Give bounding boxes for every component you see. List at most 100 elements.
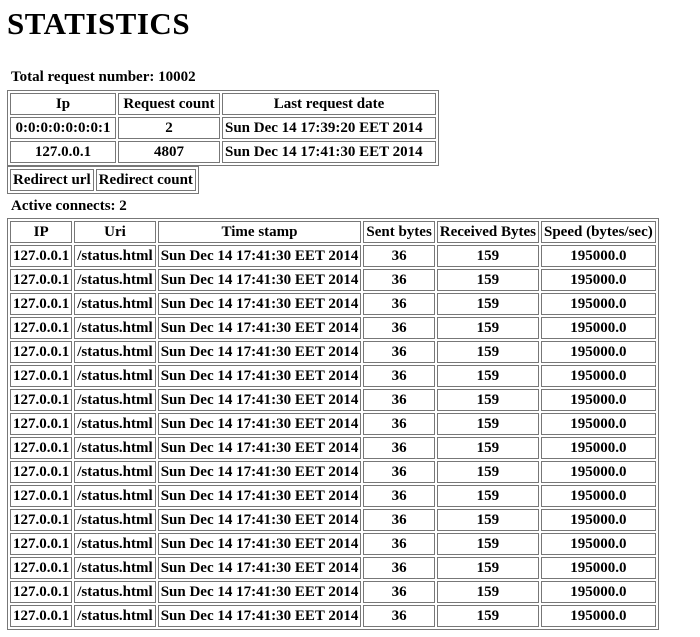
cell-received-bytes: 159 [436, 509, 539, 531]
cell-speed: 195000.0 [541, 557, 656, 579]
cell-ip: 127.0.0.1 [10, 581, 73, 603]
cell-sent-bytes: 36 [363, 389, 435, 411]
cell-ip: 127.0.0.1 [10, 557, 73, 579]
cell-speed: 195000.0 [541, 533, 656, 555]
col-header-time-stamp: Time stamp [157, 221, 362, 243]
table-row: 127.0.0.1/status.html Sun Dec 14 17:41:30… [10, 341, 656, 363]
cell-speed: 195000.0 [541, 293, 656, 315]
cell-sent-bytes: 36 [363, 533, 435, 555]
cell-ip: 127.0.0.1 [10, 269, 73, 291]
connections-table: IP Uri Time stamp Sent bytes Received By… [7, 218, 659, 630]
cell-uri: /status.html [74, 269, 156, 291]
cell-ip: 127.0.0.1 [10, 437, 73, 459]
cell-ip: 127.0.0.1 [10, 365, 73, 387]
cell-time-stamp: Sun Dec 14 17:41:30 EET 2014 [157, 557, 362, 579]
cell-received-bytes: 159 [436, 365, 539, 387]
cell-sent-bytes: 36 [363, 557, 435, 579]
cell-received-bytes: 159 [436, 557, 539, 579]
cell-received-bytes: 159 [436, 413, 539, 435]
table-row: 127.0.0.1/status.html Sun Dec 14 17:41:30… [10, 605, 656, 627]
cell-uri: /status.html [74, 245, 156, 267]
cell-sent-bytes: 36 [363, 581, 435, 603]
request-stats-table: Ip Request count Last request date 0:0:0… [7, 90, 439, 166]
cell-time-stamp: Sun Dec 14 17:41:30 EET 2014 [157, 365, 362, 387]
cell-ip: 127.0.0.1 [10, 533, 73, 555]
cell-ip: 127.0.0.1 [10, 461, 73, 483]
cell-received-bytes: 159 [436, 293, 539, 315]
table-row: 127.0.0.1/status.html Sun Dec 14 17:41:30… [10, 461, 656, 483]
cell-last-request-date: Sun Dec 14 17:39:20 EET 2014 [222, 117, 436, 139]
cell-uri: /status.html [74, 365, 156, 387]
cell-received-bytes: 159 [436, 317, 539, 339]
cell-sent-bytes: 36 [363, 509, 435, 531]
cell-sent-bytes: 36 [363, 461, 435, 483]
cell-time-stamp: Sun Dec 14 17:41:30 EET 2014 [157, 293, 362, 315]
table-row: 127.0.0.1/status.html Sun Dec 14 17:41:30… [10, 317, 656, 339]
cell-received-bytes: 159 [436, 581, 539, 603]
table-row: 127.0.0.1/status.html Sun Dec 14 17:41:30… [10, 245, 656, 267]
col-header-ip: IP [10, 221, 73, 243]
col-header-redirect-count: Redirect count [95, 169, 196, 191]
table-row: 127.0.0.1/status.html Sun Dec 14 17:41:30… [10, 533, 656, 555]
cell-uri: /status.html [74, 293, 156, 315]
cell-sent-bytes: 36 [363, 485, 435, 507]
cell-ip: 127.0.0.1 [10, 317, 73, 339]
table-row: 127.0.0.1/status.html Sun Dec 14 17:41:30… [10, 293, 656, 315]
redirect-stats-table: Redirect url Redirect count [7, 166, 199, 194]
cell-speed: 195000.0 [541, 245, 656, 267]
cell-received-bytes: 159 [436, 485, 539, 507]
cell-uri: /status.html [74, 485, 156, 507]
table-row: 127.0.0.1/status.html Sun Dec 14 17:41:30… [10, 389, 656, 411]
cell-speed: 195000.0 [541, 605, 656, 627]
cell-uri: /status.html [74, 413, 156, 435]
cell-time-stamp: Sun Dec 14 17:41:30 EET 2014 [157, 269, 362, 291]
cell-uri: /status.html [74, 533, 156, 555]
cell-ip: 127.0.0.1 [10, 293, 73, 315]
table-row: 127.0.0.1/status.html Sun Dec 14 17:41:30… [10, 269, 656, 291]
cell-speed: 195000.0 [541, 509, 656, 531]
cell-request-count: 4807 [118, 141, 220, 163]
cell-sent-bytes: 36 [363, 437, 435, 459]
cell-ip: 127.0.0.1 [10, 341, 73, 363]
cell-received-bytes: 159 [436, 437, 539, 459]
col-header-sent-bytes: Sent bytes [363, 221, 435, 243]
cell-uri: /status.html [74, 341, 156, 363]
table-row: 127.0.0.1/status.html Sun Dec 14 17:41:30… [10, 365, 656, 387]
cell-sent-bytes: 36 [363, 269, 435, 291]
cell-time-stamp: Sun Dec 14 17:41:30 EET 2014 [157, 341, 362, 363]
cell-speed: 195000.0 [541, 581, 656, 603]
col-header-speed: Speed (bytes/sec) [541, 221, 656, 243]
cell-speed: 195000.0 [541, 461, 656, 483]
cell-uri: /status.html [74, 389, 156, 411]
cell-ip: 127.0.0.1 [10, 413, 73, 435]
active-connects-label: Active connects: 2 [11, 198, 127, 214]
cell-time-stamp: Sun Dec 14 17:41:30 EET 2014 [157, 509, 362, 531]
cell-uri: /status.html [74, 509, 156, 531]
cell-time-stamp: Sun Dec 14 17:41:30 EET 2014 [157, 533, 362, 555]
cell-uri: /status.html [74, 557, 156, 579]
cell-sent-bytes: 36 [363, 365, 435, 387]
table-header-row: Ip Request count Last request date [10, 93, 436, 115]
cell-ip: 127.0.0.1 [10, 509, 73, 531]
cell-time-stamp: Sun Dec 14 17:41:30 EET 2014 [157, 245, 362, 267]
cell-speed: 195000.0 [541, 341, 656, 363]
cell-received-bytes: 159 [436, 533, 539, 555]
cell-received-bytes: 159 [436, 461, 539, 483]
cell-uri: /status.html [74, 605, 156, 627]
cell-sent-bytes: 36 [363, 245, 435, 267]
table-header-row: IP Uri Time stamp Sent bytes Received By… [10, 221, 656, 243]
cell-time-stamp: Sun Dec 14 17:41:30 EET 2014 [157, 317, 362, 339]
table-row: 127.0.0.1/status.html Sun Dec 14 17:41:30… [10, 485, 656, 507]
cell-received-bytes: 159 [436, 605, 539, 627]
cell-ip: 127.0.0.1 [10, 389, 73, 411]
cell-time-stamp: Sun Dec 14 17:41:30 EET 2014 [157, 437, 362, 459]
page-title: STATISTICS [7, 6, 191, 41]
cell-ip: 0:0:0:0:0:0:0:1 [10, 117, 116, 139]
table-row: 127.0.0.1 4807 Sun Dec 14 17:41:30 EET 201… [10, 141, 436, 163]
cell-speed: 195000.0 [541, 365, 656, 387]
table-row: 0:0:0:0:0:0:0:1 2 Sun Dec 14 17:39:20 EET … [10, 117, 436, 139]
cell-time-stamp: Sun Dec 14 17:41:30 EET 2014 [157, 485, 362, 507]
cell-sent-bytes: 36 [363, 413, 435, 435]
cell-sent-bytes: 36 [363, 293, 435, 315]
cell-time-stamp: Sun Dec 14 17:41:30 EET 2014 [157, 413, 362, 435]
